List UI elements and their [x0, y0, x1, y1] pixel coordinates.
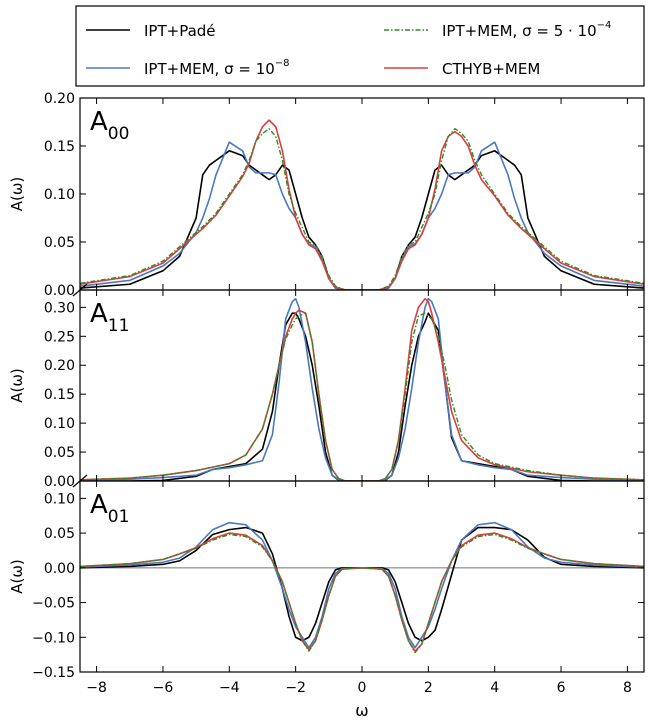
- ytick-label: 0.05: [44, 445, 75, 461]
- ytick-label: 0.05: [44, 526, 75, 542]
- xtick-label: 4: [490, 680, 499, 696]
- ylabel: A(ω): [8, 368, 26, 403]
- xtick-label: −4: [219, 680, 240, 696]
- ytick-label: 0.30: [44, 300, 75, 316]
- legend: IPT+Padé IPT+MEM, σ = 10−8 IPT+MEM, σ = 5 …: [75, 5, 645, 87]
- panel-label-main: A: [90, 299, 108, 329]
- panel-label-sub: 00: [108, 124, 130, 144]
- xtick-label: 8: [623, 680, 632, 696]
- ytick-label: 0.05: [44, 235, 75, 251]
- series-line-mem4: [80, 312, 644, 481]
- series-line-mem4: [80, 128, 644, 290]
- ytick-label: 0.25: [44, 329, 75, 345]
- legend-label: CTHYB+MEM: [442, 60, 540, 78]
- series-line-cthyb: [80, 297, 644, 481]
- xtick-label: −6: [153, 680, 174, 696]
- series-group: [80, 119, 644, 290]
- ytick-label: −0.10: [32, 630, 75, 646]
- panel-label: A11: [90, 299, 129, 336]
- ytick-label: 0.10: [44, 491, 75, 507]
- series-group: [80, 521, 644, 654]
- series-line-cthyb: [80, 532, 644, 652]
- xtick-label: 6: [557, 680, 566, 696]
- series-group: [80, 297, 644, 481]
- series-line-pade: [80, 312, 644, 481]
- series-line-mem8: [80, 141, 644, 290]
- legend-label-exponent: −8: [275, 58, 290, 69]
- panel-00: 0.00 0.05 0.10 0.15 0.20 A(ω) A00: [8, 91, 645, 299]
- xtick-label: 0: [358, 680, 367, 696]
- series-line-cthyb: [80, 119, 644, 290]
- ylabel: A(ω): [8, 177, 26, 212]
- legend-label-text: CTHYB+MEM: [442, 60, 540, 78]
- ytick-label: 0.15: [44, 387, 75, 403]
- xtick-label: −2: [285, 680, 306, 696]
- panel-label: A01: [90, 490, 129, 527]
- series-line-mem4: [80, 533, 644, 654]
- ytick-label: 0.10: [44, 187, 75, 203]
- panel-label-main: A: [90, 107, 108, 137]
- axes-frame: [79, 480, 645, 673]
- panel-label: A00: [90, 107, 129, 144]
- ytick-label: 0.00: [44, 561, 75, 577]
- ytick-label: −0.05: [32, 596, 75, 612]
- panel-11: 0.00 0.05 0.10 0.15 0.20 0.25 0.30 A(ω) A11: [8, 289, 645, 490]
- ytick-label: 0.10: [44, 416, 75, 432]
- series-line-mem8: [80, 521, 644, 649]
- panel-label-sub: 01: [108, 507, 130, 527]
- legend-label-exponent: −4: [597, 20, 612, 31]
- ytick-label: 0.00: [44, 283, 75, 299]
- panel-01: −0.15 −0.10 −0.05 0.00 0.05 0.10 −8 −6 −4 −2 0 2 4 6 8…: [8, 480, 645, 720]
- legend-label: IPT+MEM, σ = 10−8: [144, 58, 290, 78]
- legend-label-text: IPT+MEM, σ = 5 · 10: [442, 22, 597, 40]
- series-line-mem8: [80, 297, 644, 481]
- series-line-pade: [80, 526, 644, 642]
- xtick-label: −8: [86, 680, 107, 696]
- ytick-label: 0.15: [44, 139, 75, 155]
- ylabel: A(ω): [8, 559, 26, 594]
- xlabel: ω: [355, 701, 368, 720]
- legend-label: IPT+MEM, σ = 5 · 10−4: [442, 20, 611, 40]
- legend-frame: [75, 5, 645, 87]
- ytick-label: 0.20: [44, 91, 75, 107]
- legend-label-text: IPT+MEM, σ = 10: [144, 60, 275, 78]
- panel-label-sub: 11: [108, 316, 130, 336]
- axes-frame: [79, 289, 645, 482]
- legend-label-text: IPT+Padé: [144, 22, 216, 40]
- panel-label-main: A: [90, 490, 108, 520]
- ytick-label: 0.20: [44, 358, 75, 374]
- legend-label: IPT+Padé: [144, 22, 216, 40]
- ytick-label: −0.15: [32, 665, 75, 681]
- ytick-label: 0.00: [44, 474, 75, 490]
- xtick-label: 2: [424, 680, 433, 696]
- series-line-pade: [80, 150, 644, 290]
